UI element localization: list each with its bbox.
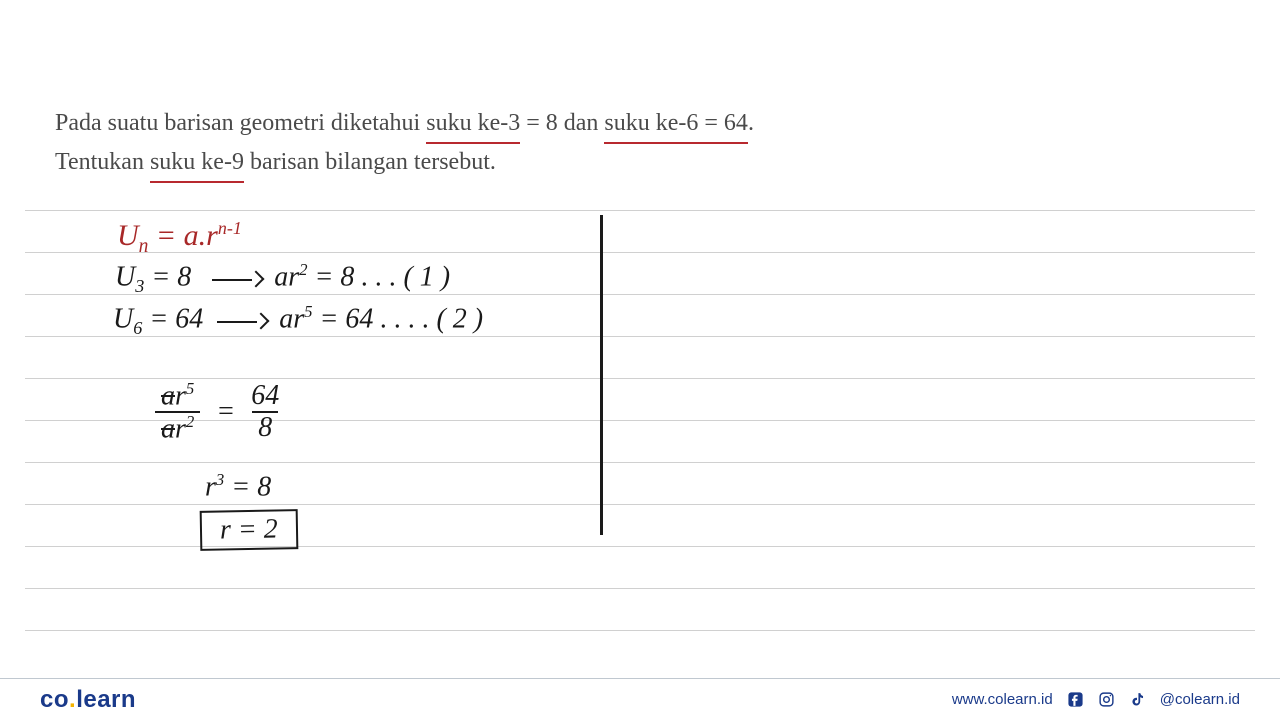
fraction-left: ar5 ar2 (155, 380, 200, 443)
text-segment: = 8 dan (520, 110, 604, 136)
brand-logo: co.learn (40, 686, 136, 714)
facebook-icon (1067, 691, 1084, 708)
formula-general-term: Un = a.rn-1 (117, 218, 242, 258)
r-cubed-equation: r3 = 8 (205, 470, 271, 503)
tiktok-icon (1129, 691, 1146, 708)
boxed-answer: r = 2 (200, 509, 298, 551)
underlined-term: suku ke-9 (150, 144, 244, 183)
footer-url: www.colearn.id (952, 691, 1053, 708)
underlined-term: suku ke-3 (426, 105, 520, 144)
fraction-division: ar5 ar2 = 64 8 (155, 380, 279, 443)
vertical-divider (600, 215, 603, 535)
footer-right: www.colearn.id @colearn.id (952, 691, 1240, 708)
content-area: Pada suatu barisan geometri diketahui su… (25, 0, 1255, 680)
text-segment: barisan bilangan tersebut. (244, 149, 496, 175)
problem-line-2: Tentukan suku ke-9 barisan bilangan ters… (55, 144, 754, 183)
problem-statement: Pada suatu barisan geometri diketahui su… (55, 105, 754, 183)
fraction-right: 64 8 (251, 381, 279, 442)
equation-2: U6 = 64 ar5 = 64 . . . . ( 2 ) (113, 302, 483, 339)
instagram-icon (1098, 691, 1115, 708)
text-segment: Tentukan (55, 149, 150, 175)
underlined-term: suku ke-6 = 64 (604, 105, 748, 144)
text-segment: . (748, 110, 754, 136)
equation-1: U3 = 8 ar2 = 8 . . . ( 1 ) (115, 260, 450, 297)
footer-bar: co.learn www.colearn.id @colearn.id (0, 678, 1280, 720)
text-segment: Pada suatu barisan geometri diketahui (55, 110, 426, 136)
footer-handle: @colearn.id (1160, 691, 1240, 708)
problem-line-1: Pada suatu barisan geometri diketahui su… (55, 105, 754, 144)
